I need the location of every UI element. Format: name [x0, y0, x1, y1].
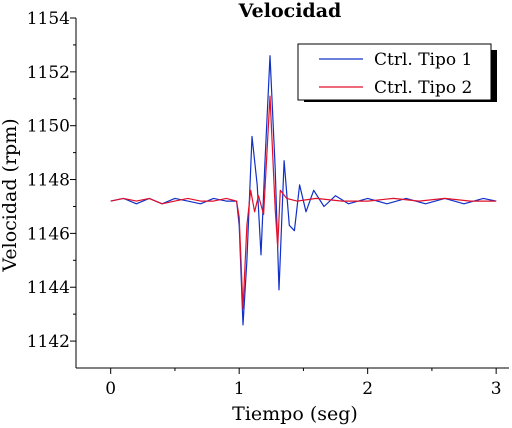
y-axis-ticks: 1142 1144 1146 1148 1150 1152 1154	[27, 9, 76, 352]
series-line-2	[110, 95, 497, 310]
x-tick-label: 3	[491, 379, 502, 399]
y-tick-label: 1154	[27, 9, 70, 29]
y-tick-label: 1142	[27, 332, 70, 352]
legend-label-series-2: Ctrl. Tipo 2	[374, 78, 472, 98]
y-tick-label: 1144	[27, 278, 70, 298]
x-tick-label: 0	[105, 379, 116, 399]
y-tick-label: 1150	[27, 117, 70, 137]
series-line-1	[110, 55, 497, 326]
y-tick-label: 1148	[27, 171, 70, 191]
y-axis-label: Velocidad (rpm)	[0, 118, 21, 272]
x-axis-ticks: 0 1 2 3	[105, 368, 502, 399]
series-lines	[110, 55, 497, 326]
legend: Ctrl. Tipo 1 Ctrl. Tipo 2	[297, 43, 497, 102]
x-tick-label: 1	[234, 379, 245, 399]
chart-title: Velocidad	[238, 0, 342, 22]
y-tick-label: 1152	[27, 63, 70, 83]
legend-box	[297, 43, 492, 101]
x-axis-label: Tiempo (seg)	[232, 403, 358, 425]
legend-label-series-1: Ctrl. Tipo 1	[374, 50, 472, 70]
x-tick-label: 2	[362, 379, 373, 399]
y-tick-label: 1146	[27, 224, 70, 244]
